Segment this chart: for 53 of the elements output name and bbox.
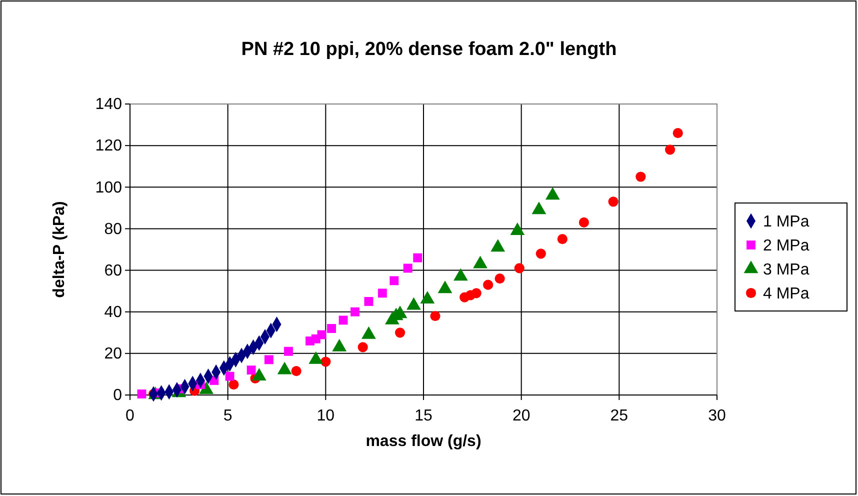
y-tick-label: 140	[95, 96, 122, 114]
y-axis-title: delta-P (kPa)	[51, 201, 68, 298]
y-tick-label: 100	[95, 179, 122, 196]
point	[320, 356, 331, 367]
point	[390, 276, 399, 286]
point	[636, 172, 646, 182]
y-tick-label: 20	[104, 346, 122, 363]
point	[317, 330, 326, 340]
point	[430, 310, 440, 322]
point	[350, 307, 360, 316]
point	[413, 253, 422, 262]
point	[137, 389, 146, 398]
point	[536, 248, 546, 259]
point	[514, 263, 524, 274]
point	[225, 372, 234, 381]
point	[358, 342, 368, 352]
y-tick-label: 0	[113, 387, 122, 404]
x-tick-label: 0	[126, 408, 135, 425]
x-tick-label: 30	[708, 408, 726, 425]
point	[338, 316, 348, 325]
point	[608, 196, 618, 207]
x-tick-label: 5	[223, 408, 232, 425]
x-tick-label: 15	[414, 408, 432, 425]
point	[327, 324, 336, 333]
point	[291, 366, 302, 376]
point	[378, 288, 387, 298]
x-tick-label: 10	[316, 408, 335, 425]
y-tick-label: 120	[95, 138, 122, 155]
point	[483, 280, 494, 290]
y-tick-label: 80	[104, 220, 122, 238]
point	[228, 380, 239, 390]
x-tick-label: 25	[610, 408, 628, 425]
legend-label: 4 MPa	[763, 286, 810, 303]
legend-label: 3 MPa	[763, 262, 810, 279]
legend-label: 2 MPa	[763, 238, 810, 255]
point	[284, 346, 293, 356]
chart-title: PN #2 10 ppi, 20% dense foam 2.0" length	[241, 39, 617, 60]
point	[246, 366, 256, 375]
point	[664, 144, 676, 155]
x-tick-label: 20	[512, 408, 530, 425]
point	[578, 217, 589, 228]
legend-label: 1 MPa	[763, 214, 810, 231]
point	[264, 355, 274, 364]
x-axis-title: mass flow (g/s)	[366, 433, 482, 450]
point	[557, 234, 568, 244]
point	[494, 274, 505, 284]
point	[394, 328, 406, 338]
point	[403, 264, 412, 273]
point	[672, 128, 683, 138]
y-tick-label: 60	[104, 262, 122, 280]
point	[471, 288, 482, 298]
point	[364, 296, 374, 306]
y-tick-label: 40	[104, 304, 122, 321]
